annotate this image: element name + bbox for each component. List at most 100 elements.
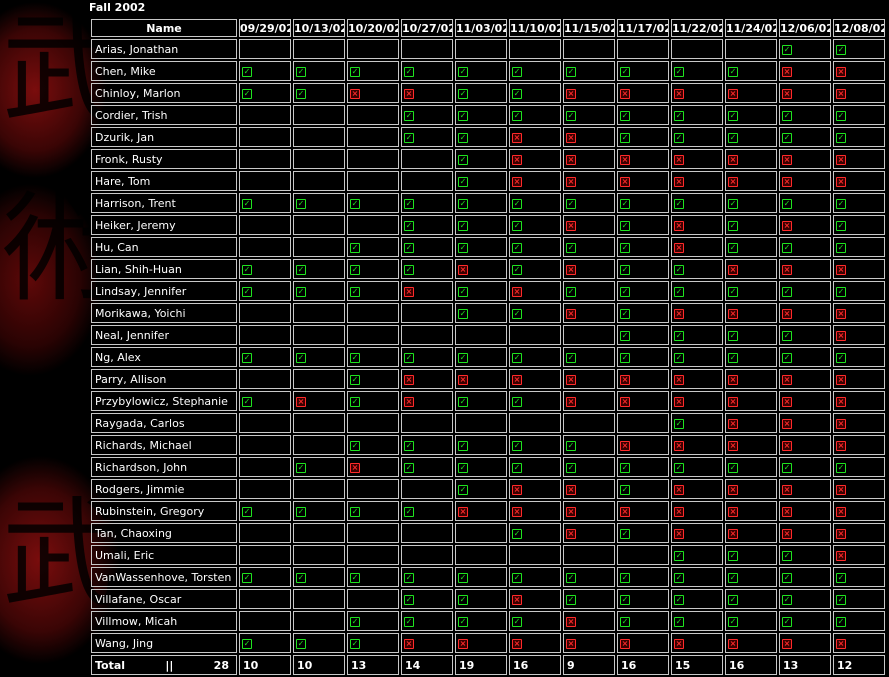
attendance-cell: × xyxy=(509,281,561,301)
attendance-cell: ✓ xyxy=(293,501,345,521)
green-check-icon: ✓ xyxy=(350,638,360,649)
green-check-icon: ✓ xyxy=(242,198,252,209)
attendance-cell: × xyxy=(725,501,777,521)
attendance-cell: ✓ xyxy=(671,347,723,367)
green-check-icon: ✓ xyxy=(728,132,738,143)
attendance-cell: × xyxy=(617,149,669,169)
student-name: Raygada, Carlos xyxy=(91,413,237,433)
green-check-icon: ✓ xyxy=(350,198,360,209)
green-check-icon: ✓ xyxy=(782,572,792,583)
attendance-cell: ✓ xyxy=(293,347,345,367)
green-check-icon: ✓ xyxy=(782,352,792,363)
attendance-cell: ✓ xyxy=(671,105,723,125)
green-check-icon: ✓ xyxy=(620,132,630,143)
red-x-icon: × xyxy=(728,176,738,187)
attendance-cell: ✓ xyxy=(401,259,453,279)
attendance-cell: ✓ xyxy=(347,61,399,81)
attendance-cell: × xyxy=(509,127,561,147)
attendance-cell: ✓ xyxy=(617,281,669,301)
attendance-cell: × xyxy=(671,237,723,257)
student-name: Richardson, John xyxy=(91,457,237,477)
attendance-cell: ✓ xyxy=(239,83,291,103)
green-check-icon: ✓ xyxy=(458,286,468,297)
attendance-cell: ✓ xyxy=(563,435,615,455)
date-column-header: 09/29/02 xyxy=(239,19,291,37)
red-x-icon: × xyxy=(512,594,522,605)
student-name: Cordier, Trish xyxy=(91,105,237,125)
attendance-cell: ✓ xyxy=(347,369,399,389)
green-check-icon: ✓ xyxy=(350,616,360,627)
attendance-cell: × xyxy=(779,369,831,389)
total-value: 10 xyxy=(239,655,291,675)
red-x-icon: × xyxy=(836,66,846,77)
green-check-icon: ✓ xyxy=(512,308,522,319)
student-name: Rodgers, Jimmie xyxy=(91,479,237,499)
red-x-icon: × xyxy=(836,176,846,187)
attendance-cell: × xyxy=(833,369,885,389)
attendance-cell xyxy=(725,39,777,59)
red-x-icon: × xyxy=(566,484,576,495)
green-check-icon: ✓ xyxy=(404,462,414,473)
attendance-cell: × xyxy=(509,171,561,191)
red-x-icon: × xyxy=(620,506,630,517)
red-x-icon: × xyxy=(620,176,630,187)
red-x-icon: × xyxy=(836,528,846,539)
red-x-icon: × xyxy=(404,396,414,407)
attendance-cell xyxy=(617,39,669,59)
red-x-icon: × xyxy=(836,308,846,319)
attendance-cell: × xyxy=(293,391,345,411)
green-check-icon: ✓ xyxy=(674,572,684,583)
attendance-cell: ✓ xyxy=(401,457,453,477)
attendance-cell: ✓ xyxy=(779,237,831,257)
attendance-cell: ✓ xyxy=(779,39,831,59)
attendance-cell: ✓ xyxy=(401,237,453,257)
attendance-cell: × xyxy=(725,369,777,389)
attendance-cell: ✓ xyxy=(725,193,777,213)
green-check-icon: ✓ xyxy=(674,132,684,143)
table-row: VanWassenhove, Torsten ✓ ✓ ✓ ✓ ✓ ✓ ✓ ✓ ✓ ✓ ✓ ✓ xyxy=(91,567,885,587)
attendance-cell: ✓ xyxy=(455,215,507,235)
attendance-cell: ✓ xyxy=(455,127,507,147)
green-check-icon: ✓ xyxy=(728,572,738,583)
calligraphy-glyph: 武 xyxy=(2,0,121,138)
attendance-cell: × xyxy=(671,633,723,653)
total-value: 19 xyxy=(455,655,507,675)
green-check-icon: ✓ xyxy=(566,110,576,121)
attendance-cell xyxy=(563,413,615,433)
green-check-icon: ✓ xyxy=(350,242,360,253)
student-name: Wang, Jing xyxy=(91,633,237,653)
green-check-icon: ✓ xyxy=(512,572,522,583)
green-check-icon: ✓ xyxy=(404,616,414,627)
red-x-icon: × xyxy=(836,264,846,275)
attendance-cell: ✓ xyxy=(833,105,885,125)
red-x-icon: × xyxy=(836,506,846,517)
green-check-icon: ✓ xyxy=(728,330,738,341)
attendance-cell: × xyxy=(671,215,723,235)
green-check-icon: ✓ xyxy=(458,396,468,407)
green-check-icon: ✓ xyxy=(296,264,306,275)
total-value: 10 xyxy=(293,655,345,675)
attendance-cell: ✓ xyxy=(239,633,291,653)
table-row: Morikawa, Yoichi ✓ ✓ × ✓ × × × × xyxy=(91,303,885,323)
green-check-icon: ✓ xyxy=(836,110,846,121)
attendance-cell: × xyxy=(833,325,885,345)
attendance-cell: ✓ xyxy=(833,39,885,59)
attendance-cell: ✓ xyxy=(293,61,345,81)
green-check-icon: ✓ xyxy=(728,66,738,77)
student-name: VanWassenhove, Torsten xyxy=(91,567,237,587)
table-row: Wang, Jing ✓ ✓ ✓ × × × × × × × × × xyxy=(91,633,885,653)
attendance-cell xyxy=(347,413,399,433)
green-check-icon: ✓ xyxy=(836,572,846,583)
green-check-icon: ✓ xyxy=(836,220,846,231)
attendance-cell: × xyxy=(833,61,885,81)
attendance-cell: ✓ xyxy=(347,501,399,521)
attendance-cell: ✓ xyxy=(455,435,507,455)
attendance-cell: × xyxy=(833,259,885,279)
attendance-cell: ✓ xyxy=(347,237,399,257)
red-x-icon: × xyxy=(566,506,576,517)
green-check-icon: ✓ xyxy=(728,242,738,253)
attendance-cell xyxy=(509,413,561,433)
attendance-cell: × xyxy=(617,369,669,389)
attendance-cell: ✓ xyxy=(833,281,885,301)
calligraphy-glyph: 武 xyxy=(2,485,121,623)
